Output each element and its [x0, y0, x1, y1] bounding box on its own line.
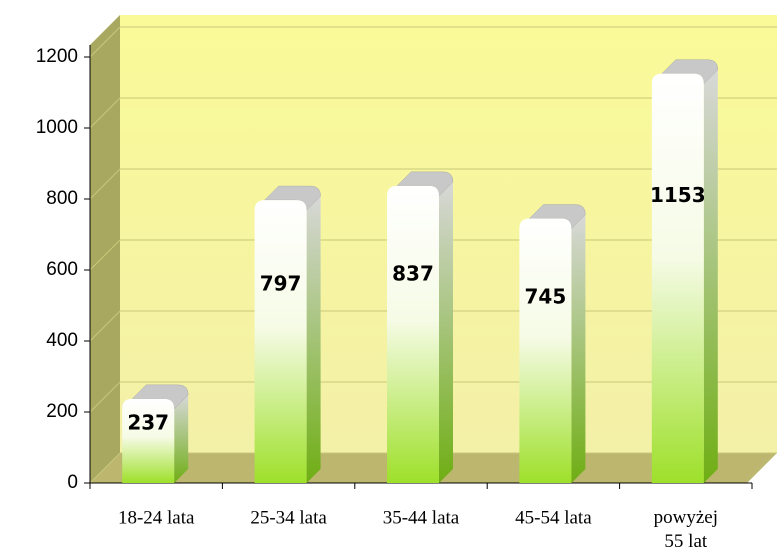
x-tick-label: 35-44 lata [383, 507, 460, 528]
y-tick-label: 200 [46, 401, 78, 422]
bar [387, 171, 454, 484]
grid-line [89, 97, 121, 129]
value-label: 837 [392, 262, 434, 286]
grid-line [89, 310, 121, 342]
y-tick-label: 1000 [36, 117, 78, 138]
x-tick-label: 45-54 lata [515, 507, 592, 528]
y-tick-label: 400 [46, 330, 78, 351]
side-wall [90, 15, 120, 483]
grid-line [89, 239, 121, 271]
grid-line [89, 381, 121, 413]
bar [254, 185, 321, 483]
x-tick-label: 18-24 lata [118, 507, 195, 528]
y-tick-label: 800 [46, 188, 78, 209]
grid-line [89, 452, 121, 484]
bar [651, 59, 719, 483]
x-tick-label: powyżej 55 lat [654, 507, 718, 552]
bar [519, 204, 586, 483]
y-tick-label: 0 [67, 472, 78, 493]
grid-line [89, 168, 121, 200]
y-tick-label: 1200 [36, 46, 78, 67]
x-tick-label: 25-34 lata [250, 507, 327, 528]
value-label: 745 [525, 284, 567, 308]
value-label: 1153 [650, 183, 706, 207]
y-tick-label: 600 [46, 259, 78, 280]
value-label: 237 [127, 411, 169, 435]
grid-line [89, 26, 121, 58]
bar [122, 384, 189, 483]
value-label: 797 [260, 271, 302, 295]
